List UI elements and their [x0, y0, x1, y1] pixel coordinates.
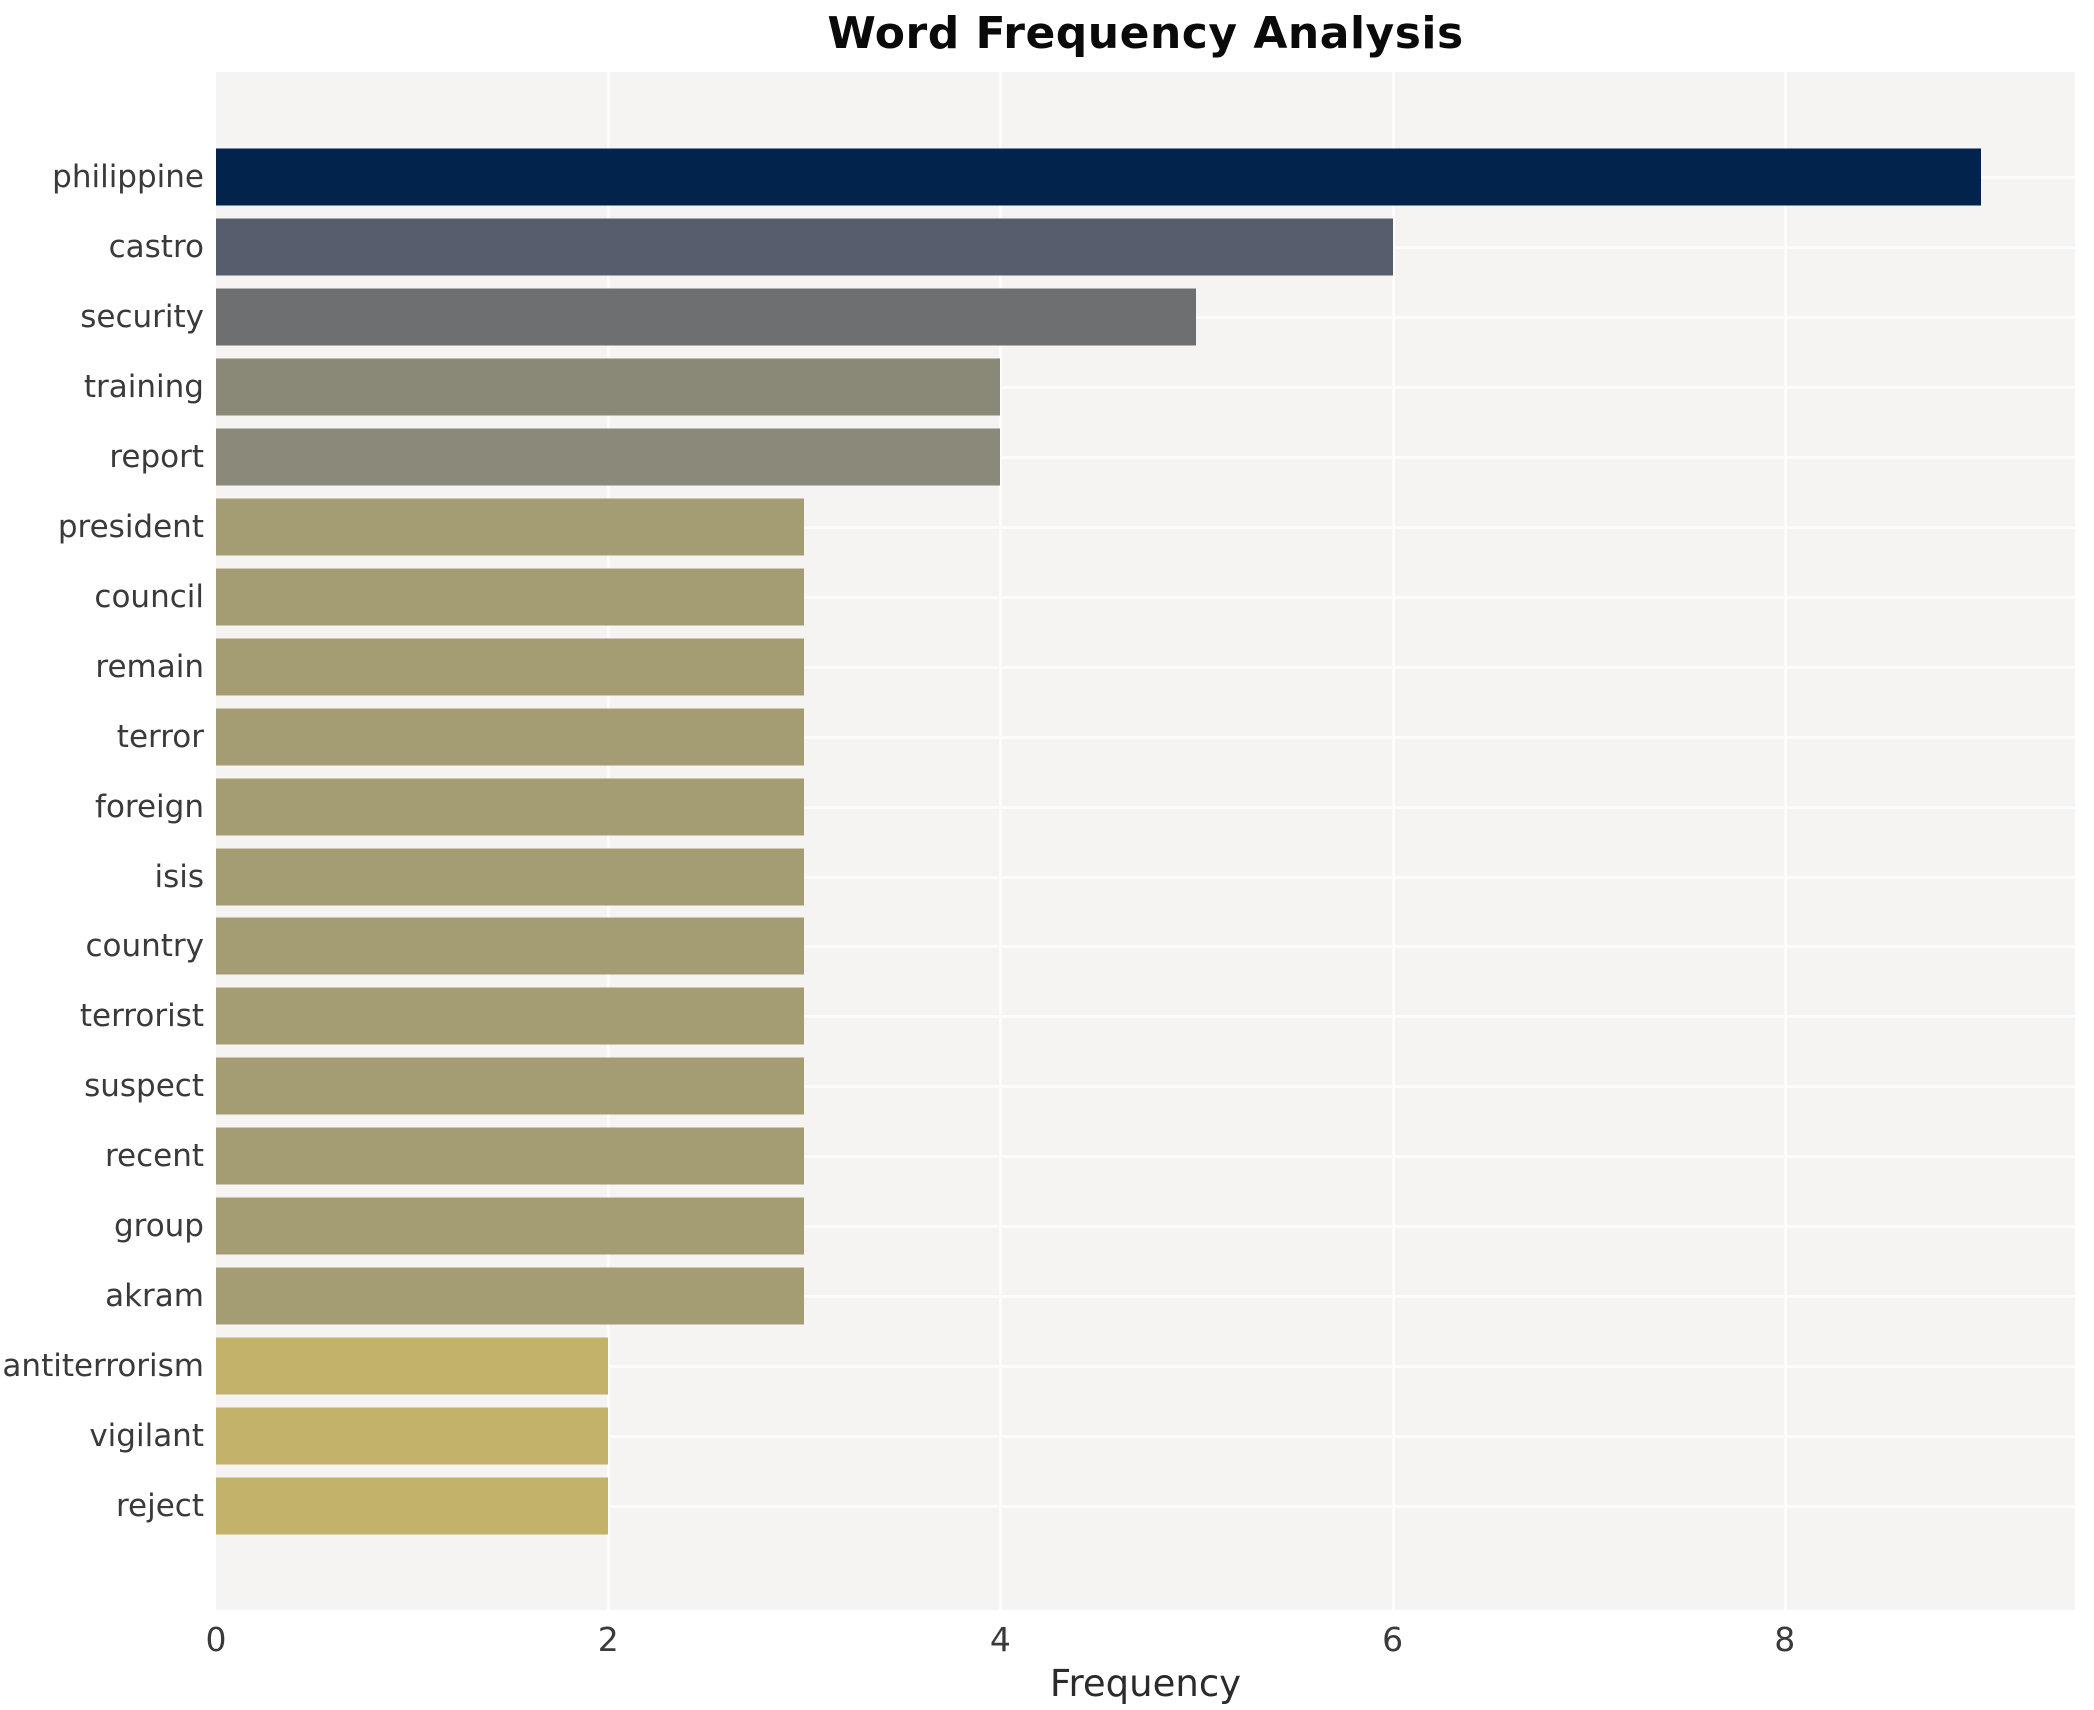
chart-row-president: president	[58, 492, 2075, 562]
bar-rows: philippine castro security training report pr…	[2, 142, 2075, 1541]
y-tick-label-remain: remain	[95, 648, 204, 685]
vertical-gridline	[999, 72, 1003, 1610]
bar-report	[216, 428, 1001, 486]
chart-row-council: council	[94, 562, 2075, 632]
chart-title: Word Frequency Analysis	[827, 8, 1464, 59]
bar-philippine	[216, 148, 1981, 206]
y-tick-label-reject: reject	[115, 1488, 204, 1525]
chart-row-philippine: philippine	[52, 142, 2075, 212]
horizontal-gridline	[216, 525, 2075, 529]
chart-row-suspect: suspect	[84, 1051, 2075, 1121]
bar-training	[216, 358, 1001, 416]
y-tick-label-training: training	[83, 368, 204, 405]
horizontal-gridline	[216, 1155, 2075, 1159]
y-tick-label-recent: recent	[104, 1138, 204, 1175]
bar-castro	[216, 218, 1393, 276]
horizontal-gridline	[216, 875, 2075, 879]
chart-row-terrorist: terrorist	[80, 981, 2075, 1051]
horizontal-gridline	[216, 455, 2075, 459]
chart-row-castro: castro	[109, 212, 2075, 282]
horizontal-gridline	[216, 1505, 2075, 1509]
horizontal-gridline	[216, 1225, 2075, 1229]
horizontal-gridline	[216, 805, 2075, 809]
chart-row-vigilant: vigilant	[89, 1401, 2075, 1471]
horizontal-gridline	[216, 665, 2075, 669]
y-tick-label-country: country	[85, 928, 204, 965]
bar-security	[216, 288, 1197, 346]
x-axis-title: Frequency	[1049, 1662, 1242, 1705]
y-tick-label-council: council	[94, 578, 204, 615]
vertical-gridline	[607, 72, 611, 1610]
bar-council	[216, 568, 805, 626]
bar-president	[216, 498, 805, 556]
chart-row-isis: isis	[154, 842, 2075, 912]
horizontal-gridline	[216, 385, 2075, 389]
chart-row-terror: terror	[117, 702, 2075, 772]
x-tick-label-8: 8	[1774, 1620, 1796, 1659]
x-axis-ticks: 0 2 4 6 8	[206, 1620, 2075, 1662]
horizontal-gridline	[216, 735, 2075, 739]
chart-row-remain: remain	[95, 632, 2075, 702]
chart-row-training: training	[84, 352, 2075, 422]
x-tick-label-2: 2	[597, 1620, 619, 1659]
y-tick-label-security: security	[80, 298, 204, 335]
horizontal-gridline	[216, 1085, 2075, 1089]
chart-row-security: security	[80, 282, 2075, 352]
bar-terror	[216, 708, 805, 766]
bar-reject	[216, 1477, 609, 1535]
vertical-gridline	[1783, 72, 1787, 1610]
bar-group	[216, 1197, 805, 1255]
y-tick-label-castro: castro	[108, 228, 204, 265]
chart-row-akram: akram	[105, 1261, 2075, 1331]
chart-row-country: country	[85, 911, 2075, 981]
y-tick-label-terrorist: terrorist	[79, 998, 204, 1035]
y-tick-label-foreign: foreign	[95, 788, 204, 825]
bar-recent	[216, 1127, 805, 1185]
horizontal-gridline	[216, 945, 2075, 949]
horizontal-gridline	[216, 1365, 2075, 1369]
chart-row-foreign: foreign	[95, 772, 2075, 842]
bar-isis	[216, 848, 805, 905]
bar-akram	[216, 1267, 805, 1325]
x-tick-label-6: 6	[1382, 1620, 1404, 1659]
y-tick-label-philippine: philippine	[52, 158, 204, 195]
bar-suspect	[216, 1057, 805, 1115]
plot-area: philippine castro security training report pr…	[2, 72, 2075, 1610]
bar-vigilant	[216, 1407, 609, 1465]
bar-antiterrorism	[216, 1337, 609, 1395]
y-tick-label-terror: terror	[116, 718, 204, 755]
y-tick-label-vigilant: vigilant	[89, 1418, 204, 1455]
horizontal-gridline	[216, 1435, 2075, 1439]
y-tick-label-report: report	[109, 438, 204, 475]
chart-row-recent: recent	[105, 1121, 2075, 1191]
horizontal-gridline	[216, 1015, 2075, 1019]
chart-row-report: report	[109, 422, 2075, 492]
bar-remain	[216, 638, 805, 696]
chart-row-reject: reject	[116, 1471, 2075, 1541]
bar-terrorist	[216, 987, 805, 1045]
chart-row-antiterrorism: antiterrorism	[2, 1331, 2075, 1401]
y-tick-label-isis: isis	[154, 858, 204, 895]
y-tick-label-president: president	[57, 508, 204, 545]
bar-foreign	[216, 778, 805, 836]
bar-country	[216, 917, 805, 975]
vertical-gridline	[1391, 72, 1395, 1610]
y-tick-label-group: group	[113, 1208, 204, 1245]
x-tick-label-4: 4	[989, 1620, 1011, 1659]
x-tick-label-0: 0	[205, 1620, 227, 1659]
horizontal-gridline	[216, 1295, 2075, 1299]
y-tick-label-suspect: suspect	[84, 1068, 204, 1105]
y-tick-label-akram: akram	[105, 1278, 204, 1315]
y-tick-label-antiterrorism: antiterrorism	[2, 1348, 204, 1385]
chart-row-group: group	[114, 1191, 2075, 1261]
horizontal-gridline	[216, 595, 2075, 599]
